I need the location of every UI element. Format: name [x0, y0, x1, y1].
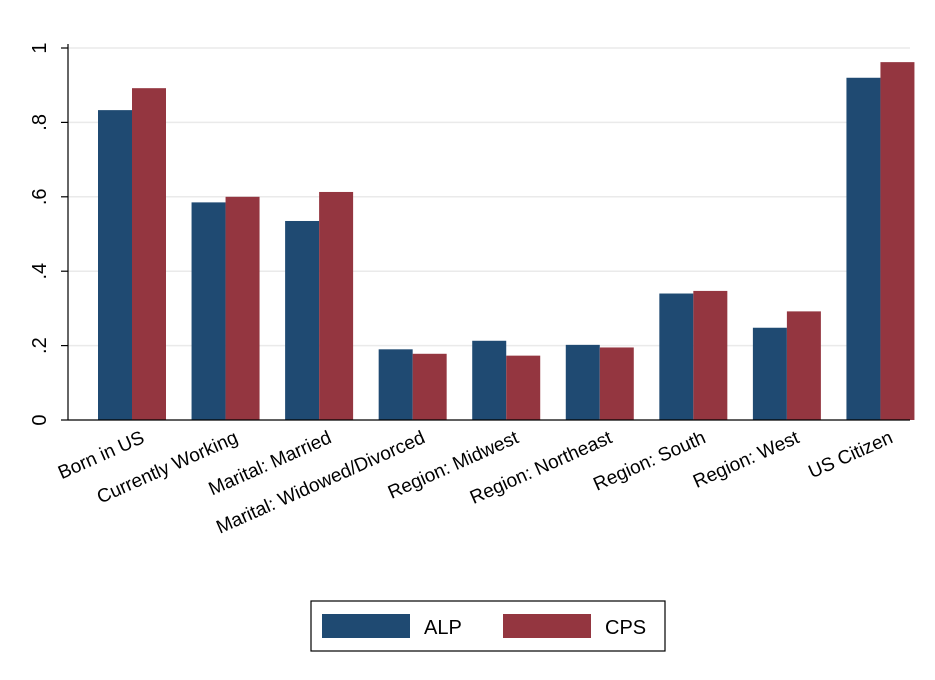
x-tick-label: Region: West: [690, 427, 803, 493]
legend: ALP CPS: [310, 600, 666, 652]
legend-swatch-alp: [322, 614, 410, 638]
bar-cps-0: [132, 88, 166, 421]
bar-cps-2: [319, 191, 354, 420]
bar-cps-1: [225, 196, 260, 420]
bar-alp-4: [472, 340, 507, 420]
y-axis-ticks: 0 .2 .4 .6 .8 1: [29, 42, 68, 426]
bar-alp-6: [659, 293, 694, 420]
bar-alp-2: [285, 220, 320, 420]
bar-alp-7: [752, 327, 787, 420]
bar-alp-8: [846, 77, 881, 420]
axes: [67, 44, 910, 421]
bar-cps-6: [693, 290, 728, 420]
y-tick-label: .2: [29, 337, 51, 354]
legend-label-alp: ALP: [424, 617, 462, 639]
y-tick-label: .4: [29, 263, 51, 280]
bar-alp-5: [565, 344, 600, 420]
bar-cps-3: [412, 353, 447, 420]
y-tick-label: 0: [29, 414, 51, 425]
bar-cps-8: [880, 62, 915, 421]
bar-cps-5: [599, 347, 634, 420]
y-tick-label: 1: [29, 42, 51, 53]
bar-alp-3: [378, 349, 413, 420]
legend-swatch-cps: [503, 614, 591, 638]
bar-cps-4: [506, 355, 541, 420]
bars: [98, 62, 915, 421]
bar-alp-0: [98, 110, 132, 421]
x-tick-label: US Citizen: [806, 427, 897, 483]
y-tick-label: .6: [29, 188, 51, 205]
y-tick-label: .8: [29, 114, 51, 131]
bar-cps-7: [786, 311, 821, 420]
bar-alp-1: [191, 202, 226, 420]
legend-label-cps: CPS: [605, 617, 646, 639]
